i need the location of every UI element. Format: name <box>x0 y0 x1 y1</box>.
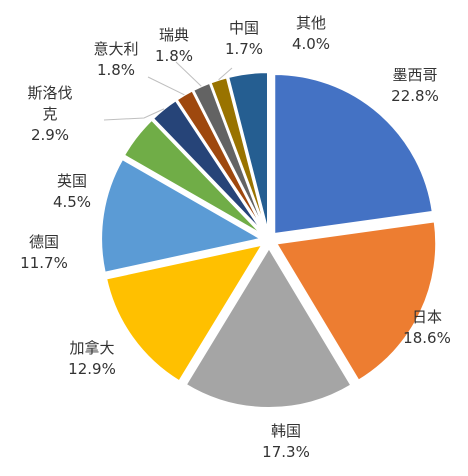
data-label-10: 中国 1.7% <box>225 19 263 58</box>
data-label-11: 其他 4.0% <box>292 14 330 53</box>
leader-line-9 <box>175 61 202 87</box>
data-label-7: 斯洛伐克 2.9% <box>27 84 72 144</box>
leader-line-10 <box>218 67 233 81</box>
data-label-4: 加拿大 12.9% <box>68 339 116 378</box>
pie-slice-2 <box>274 220 438 383</box>
leader-line-7 <box>103 108 165 121</box>
pie-slice-10 <box>209 76 268 233</box>
pie-slice-3 <box>184 246 353 409</box>
leader-line-8 <box>147 76 185 96</box>
leader-lines <box>103 61 233 121</box>
data-label-2: 日本 18.6% <box>403 308 451 347</box>
pie-slice-5 <box>100 157 264 274</box>
data-label-3: 韩国 17.3% <box>262 422 310 461</box>
pie-slice-7 <box>151 98 265 235</box>
data-label-8: 意大利 1.8% <box>93 40 138 79</box>
pie-slice-6 <box>122 118 264 236</box>
pie-slice-1 <box>273 72 434 236</box>
pie-slice-4 <box>104 243 265 383</box>
data-label-9: 瑞典 1.8% <box>155 26 193 65</box>
data-labels: 墨西哥 22.8% 日本 18.6% 韩国 17.3% 加拿大 12.9% 德国 11.7% 英国 4… <box>20 14 451 461</box>
pie-slice-11 <box>226 71 269 233</box>
data-label-1: 墨西哥 22.8% <box>391 66 439 105</box>
data-label-5: 德国 11.7% <box>20 233 68 272</box>
pie-slices <box>100 71 438 409</box>
data-label-6: 英国 4.5% <box>53 172 91 211</box>
